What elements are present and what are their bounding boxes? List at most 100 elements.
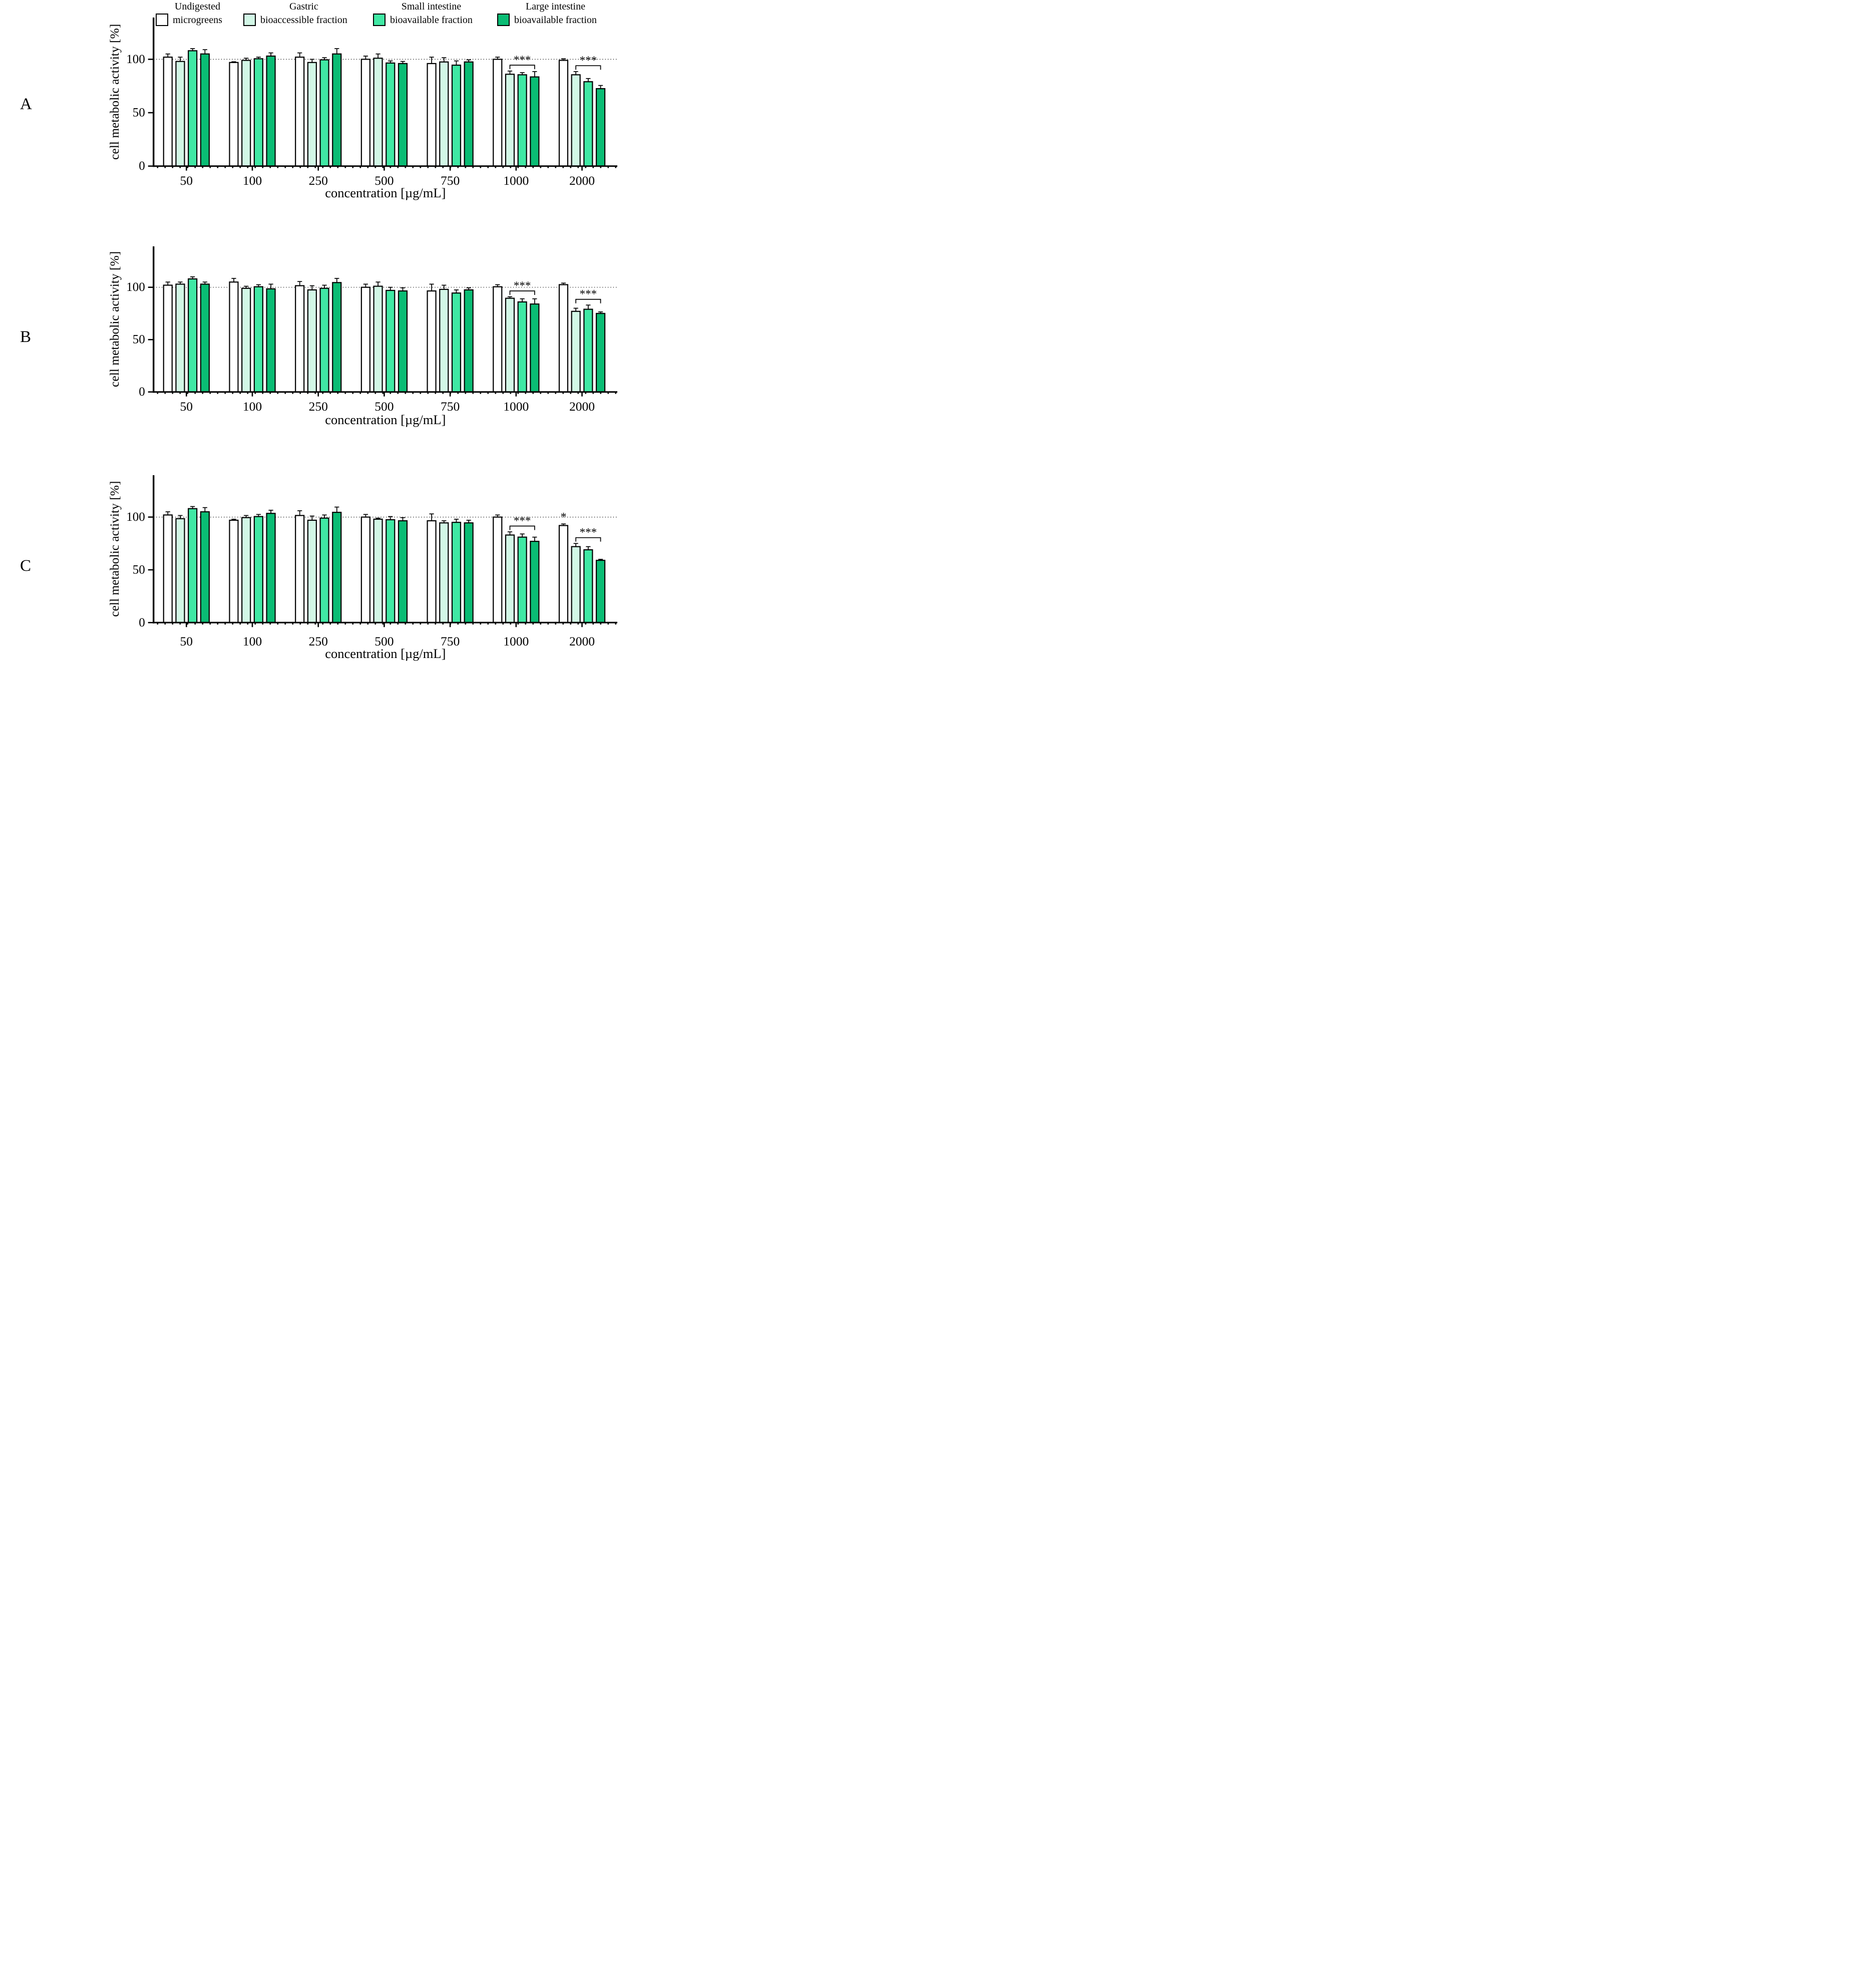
bar (253, 58, 263, 167)
bar (571, 74, 581, 167)
bar (386, 519, 396, 623)
bar (530, 303, 540, 393)
x-tick-label: 50 (180, 399, 193, 414)
significance-bracket (575, 537, 601, 542)
legend-item-small-intestine: Small intestine bioavailable fraction (373, 1, 473, 26)
bar (319, 287, 329, 393)
legend: Undigested microgreens Gastric bioaccess… (0, 1, 622, 33)
x-tick-label: 500 (375, 634, 394, 648)
bar (253, 516, 263, 623)
y-tick-label: 100 (126, 53, 145, 66)
x-tick-label: 50 (180, 173, 193, 188)
x-tick-label: 50 (180, 634, 193, 648)
x-tick-label: 1000 (503, 173, 529, 188)
y-tick-label: 0 (139, 385, 145, 399)
bar (439, 61, 449, 167)
bar (332, 282, 342, 393)
bar (175, 518, 185, 623)
bar (163, 514, 173, 623)
figure-cell-metabolic-activity: 0 50 100 50 100 250 500 750 1000 2000 concentratio… (0, 0, 622, 662)
significance-label: *** (580, 526, 597, 539)
bar (266, 55, 276, 167)
legend-swatch-undigested (156, 14, 168, 26)
legend-label: bioaccessible fraction (260, 14, 347, 26)
bar (493, 516, 503, 623)
legend-item-gastric: Gastric bioaccessible fraction (243, 1, 347, 26)
significance-label: *** (514, 515, 531, 527)
y-tick-label: 100 (126, 510, 145, 524)
series-1 (175, 281, 581, 393)
bar (373, 518, 383, 623)
bar (175, 61, 185, 167)
legend-label: bioavailable fraction (390, 14, 473, 26)
x-tick-label: 2000 (569, 173, 595, 188)
panel-C: 0 50 100 50 100 250 500 750 1000 2000 concentratio… (107, 475, 618, 661)
bar (253, 286, 263, 393)
legend-swatch-large-intestine (497, 14, 510, 26)
bar (386, 289, 396, 393)
x-tick-label: 1000 (503, 399, 529, 414)
legend-label: Gastric (289, 1, 318, 12)
legend-swatch-small-intestine (373, 14, 386, 26)
x-tick-label: 250 (309, 399, 328, 414)
significance-label: *** (580, 288, 597, 300)
bar (493, 286, 503, 393)
x-tick-label: 100 (243, 399, 262, 414)
bar (229, 519, 239, 623)
bar (307, 62, 317, 167)
bar (451, 65, 462, 167)
y-axis-title: cell metabolic activity [%] (107, 481, 122, 617)
bar (451, 292, 462, 393)
bar (517, 74, 527, 167)
bar (427, 63, 437, 167)
significance-label: *** (514, 279, 531, 292)
bar (241, 517, 251, 623)
bar (360, 286, 370, 393)
significance-bracket (509, 290, 535, 295)
bar (530, 76, 540, 167)
bar (595, 559, 606, 623)
bar (398, 520, 408, 623)
bar (241, 60, 251, 167)
bar (373, 285, 383, 393)
x-tick-label: 100 (243, 634, 262, 648)
bar (332, 512, 342, 623)
bar (583, 81, 593, 167)
bar (266, 513, 276, 623)
x-tick-label: 1000 (503, 634, 529, 648)
bar (464, 289, 474, 393)
panel-B: 0 50 100 50 100 250 500 750 1000 2000 concentratio… (107, 246, 618, 427)
significance-bracket (575, 65, 601, 70)
bar (398, 63, 408, 167)
significance-bracket (575, 298, 601, 303)
bar (530, 540, 540, 623)
bar (583, 308, 593, 393)
x-tick-label: 100 (243, 173, 262, 188)
bar (200, 511, 210, 623)
x-tick-label: 500 (375, 399, 394, 414)
bar (307, 289, 317, 393)
bar (493, 59, 503, 167)
x-tick-label: 500 (375, 173, 394, 188)
star-annotation: * (560, 511, 566, 524)
y-tick-label: 50 (133, 106, 145, 120)
bar (505, 297, 515, 393)
bar (558, 525, 569, 623)
bar (398, 290, 408, 393)
bar (517, 536, 527, 623)
y-axis-title: cell metabolic activity [%] (107, 24, 122, 160)
bar (464, 61, 474, 167)
bar (175, 283, 185, 393)
bar (517, 301, 527, 393)
bar (595, 88, 606, 167)
x-axis-title: concentration [µg/mL] (325, 185, 446, 200)
panel-A: 0 50 100 50 100 250 500 750 1000 2000 concentratio… (107, 18, 618, 200)
legend-label: Large intestine (525, 1, 585, 12)
bar (558, 60, 569, 167)
bar (200, 283, 210, 393)
y-tick-label: 0 (139, 616, 145, 629)
bar (583, 549, 593, 623)
x-tick-label: 750 (441, 399, 460, 414)
bar (386, 62, 396, 167)
bar (295, 285, 305, 393)
